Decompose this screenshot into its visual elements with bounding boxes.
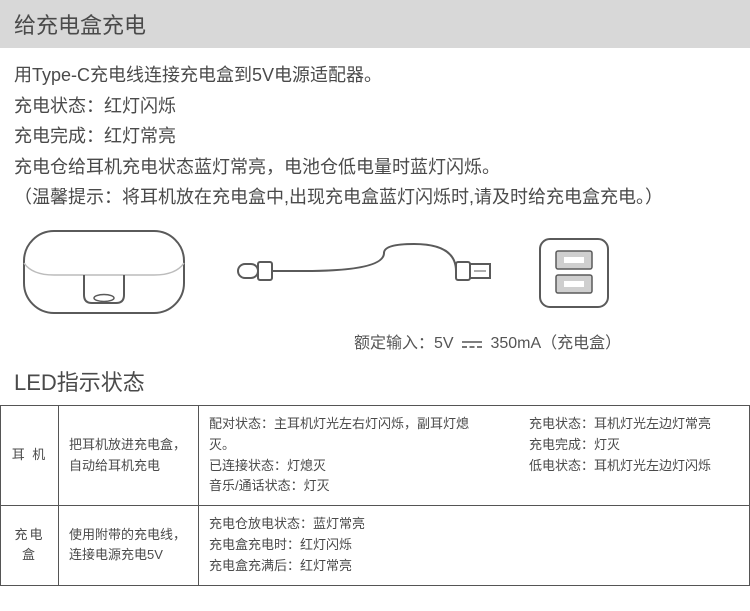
intro-line-5: （温馨提示：将耳机放在充电盒中,出现充电盒蓝灯闪烁时,请及时给充电盒充电。）: [14, 182, 736, 213]
rated-value-pre: 5V: [434, 335, 458, 352]
row1-c3b-2: 充电完成：灯灭: [529, 435, 711, 456]
illustration-row: [0, 217, 750, 329]
row1-c3a-2: 已连接状态：灯熄灭: [209, 456, 489, 477]
table-row: 耳 机 把耳机放进充电盒，自动给耳机充电 配对状态：主耳机灯光左右灯闪烁，副耳灯…: [1, 405, 750, 505]
row2-col3: 充电仓放电状态：蓝灯常亮 充电盒充电时：红灯闪烁 充电盒充满后：红灯常亮: [199, 506, 750, 585]
row1-c3b-1: 充电状态：耳机灯光左边灯常亮: [529, 414, 711, 435]
usb-cable-icon: [234, 238, 494, 308]
row2-c3-2: 充电盒充电时：红灯闪烁: [209, 535, 739, 556]
row-head-earbud: 耳 机: [1, 405, 59, 505]
intro-line-4: 充电仓给耳机充电状态蓝灯常亮，电池仓低电量时蓝灯闪烁。: [14, 152, 736, 183]
row1-col3: 配对状态：主耳机灯光左右灯闪烁，副耳灯熄灭。 已连接状态：灯熄灭 音乐/通话状态…: [199, 405, 750, 505]
table-row: 充电盒 使用附带的充电线，连接电源充电5V 充电仓放电状态：蓝灯常亮 充电盒充电…: [1, 506, 750, 585]
dc-symbol-icon: [461, 340, 483, 350]
row1-col2: 把耳机放进充电盒，自动给耳机充电: [59, 405, 199, 505]
row1-c3a-3: 音乐/通话状态：灯灭: [209, 476, 489, 497]
row2-col2: 使用附带的充电线，连接电源充电5V: [59, 506, 199, 585]
row1-c3b-3: 低电状态：耳机灯光左边灯闪烁: [529, 456, 711, 477]
led-status-table: 耳 机 把耳机放进充电盒，自动给耳机充电 配对状态：主耳机灯光左右灯闪烁，副耳灯…: [0, 405, 750, 586]
adapter-icon: [534, 233, 614, 313]
row2-c3-3: 充电盒充满后：红灯常亮: [209, 556, 739, 577]
rated-label: 额定输入：: [354, 335, 434, 352]
row1-c3a-1: 配对状态：主耳机灯光左右灯闪烁，副耳灯熄灭。: [209, 414, 489, 456]
intro-line-3: 充电完成：红灯常亮: [14, 121, 736, 152]
row-head-case: 充电盒: [1, 506, 59, 585]
intro-line-1: 用Type-C充电线连接充电盒到5V电源适配器。: [14, 60, 736, 91]
intro-text: 用Type-C充电线连接充电盒到5V电源适配器。 充电状态：红灯闪烁 充电完成：…: [0, 48, 750, 217]
section-header-charging: 给充电盒充电: [0, 0, 750, 48]
intro-line-2: 充电状态：红灯闪烁: [14, 91, 736, 122]
charging-case-icon: [14, 223, 194, 323]
section-header-led: LED指示状态: [0, 363, 750, 405]
rated-value-post: 350mA（充电盒）: [486, 335, 621, 352]
rated-input-caption: 额定输入：5V 350mA（充电盒）: [0, 329, 750, 363]
row2-c3-1: 充电仓放电状态：蓝灯常亮: [209, 514, 739, 535]
